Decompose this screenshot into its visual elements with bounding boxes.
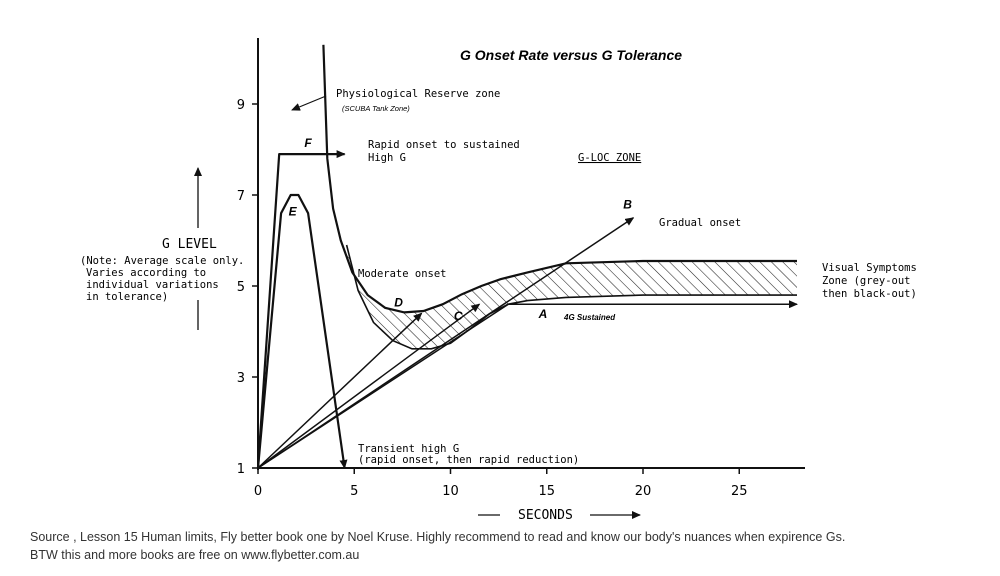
x-axis-label: SECONDS — [518, 508, 573, 523]
reserve-pointer — [291, 95, 327, 111]
series-line-c — [257, 303, 481, 469]
y-note-line-3: individual variations — [86, 279, 219, 291]
rapid-onset-label-2: High G — [368, 152, 406, 164]
x-tick-label: 10 — [442, 484, 459, 499]
x-tick-label: 0 — [254, 484, 262, 499]
series-label-d: D — [394, 295, 403, 309]
y-note-line-1: (Note: Average scale only. — [80, 255, 244, 267]
gloc-zone-label: G-LOC ZONE — [578, 152, 641, 164]
x-tick-label: 15 — [538, 484, 555, 499]
transient-label-2: (rapid onset, then rapid reduction) — [358, 454, 579, 466]
series-line-b — [257, 217, 635, 469]
y-note-line-4: in tolerance) — [86, 291, 168, 303]
y-tick-label: 5 — [237, 280, 245, 295]
transient-label-1: Transient high G — [358, 443, 459, 455]
rapid-onset-label-1: Rapid onset to sustained — [368, 139, 520, 151]
moderate-onset-label: Moderate onset — [358, 268, 447, 280]
x-tick-label: 20 — [635, 484, 652, 499]
x-tick-label: 5 — [350, 484, 358, 499]
caption-line-2: BTW this and more books are free on www.… — [30, 548, 360, 562]
x-tick-label: 25 — [731, 484, 748, 499]
series-line-d — [257, 312, 423, 469]
reserve-zone-sublabel: (SCUBA Tank Zone) — [342, 104, 410, 113]
y-axis-label: G LEVEL — [162, 237, 217, 252]
series-line-a — [257, 300, 798, 469]
chart-title: G Onset Rate versus G Tolerance — [460, 47, 682, 63]
y-note-line-2: Varies according to — [86, 267, 206, 279]
reserve-zone-label: Physiological Reserve zone — [336, 88, 500, 100]
y-tick-label: 9 — [237, 98, 245, 113]
gradual-onset-label: Gradual onset — [659, 217, 741, 229]
source-caption: Source , Lesson 15 Human limits, Fly bet… — [30, 528, 990, 564]
series-line-f — [256, 150, 346, 469]
visual-zone-label-1: Visual Symptoms — [822, 262, 917, 274]
y-tick-label: 7 — [237, 189, 245, 204]
series-label-b: B — [623, 198, 632, 212]
series-label-c: C — [454, 309, 463, 323]
visual-zone-label-2: Zone (grey-out — [822, 275, 911, 287]
y-tick-label: 1 — [237, 462, 245, 477]
series-label-e: E — [289, 204, 298, 218]
y-tick-label: 3 — [237, 371, 245, 386]
series-line-e — [256, 193, 348, 469]
sustained-4g-label: 4G Sustained — [563, 313, 616, 322]
caption-line-1: Source , Lesson 15 Human limits, Fly bet… — [30, 530, 846, 544]
visual-zone-label-3: then black-out) — [822, 288, 917, 300]
g-tolerance-boundary — [322, 44, 797, 314]
series-label-f: F — [304, 136, 312, 150]
series-label-a: A — [538, 307, 548, 321]
